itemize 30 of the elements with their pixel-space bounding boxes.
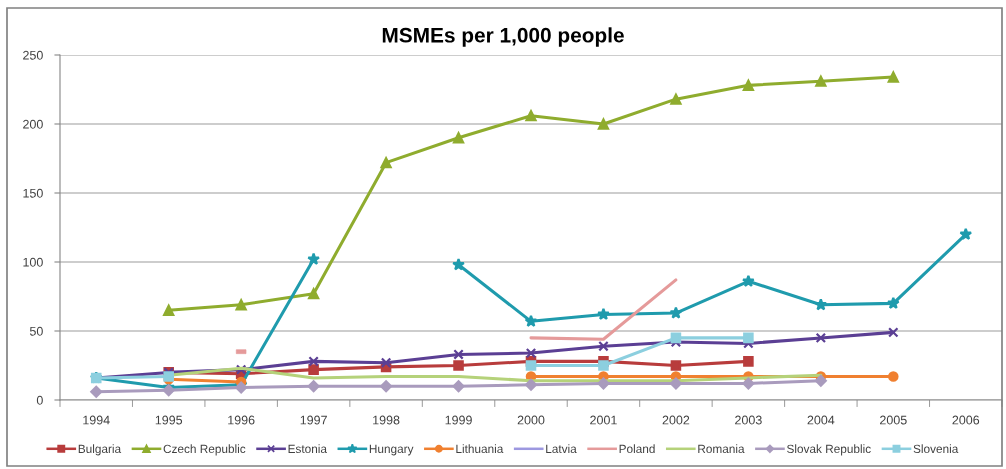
legend-label: Bulgaria [78,444,122,456]
y-tick-label: 150 [23,188,43,198]
legend-label: Hungary [369,444,414,456]
x-tick-label: 1999 [445,415,472,425]
legend-label: Lithuania [456,444,504,454]
legend-label: Romania [698,444,745,454]
legend-label: Slovak Republic [787,444,871,456]
x-tick-label: 1994 [83,415,110,425]
x-tick-label: 2005 [880,415,907,425]
y-tick-label: 250 [23,50,43,60]
y-tick-label: 200 [23,119,43,129]
legend-label: Slovenia [913,444,959,454]
chart-title: MSMEs per 1,000 people [382,27,624,47]
x-tick-label: 2001 [590,415,617,425]
y-tick-label: 100 [23,257,43,267]
legend-label: Poland [619,444,655,454]
x-tick-label: 2000 [517,415,545,425]
legend-label: Czech Republic [163,444,246,456]
y-tick-label: 0 [36,395,43,405]
x-tick-label: 1997 [300,415,327,425]
x-tick-label: 2003 [735,415,762,425]
x-tick-label: 1996 [228,415,255,425]
legend-label: Estonia [288,444,327,454]
y-tick-label: 50 [29,326,43,336]
x-tick-label: 1998 [373,415,400,425]
x-tick-label: 1995 [155,415,183,425]
x-tick-label: 2006 [952,415,980,425]
x-tick-label: 2004 [807,415,835,425]
legend-label: Latvia [546,444,577,454]
x-tick-label: 2002 [662,415,690,425]
